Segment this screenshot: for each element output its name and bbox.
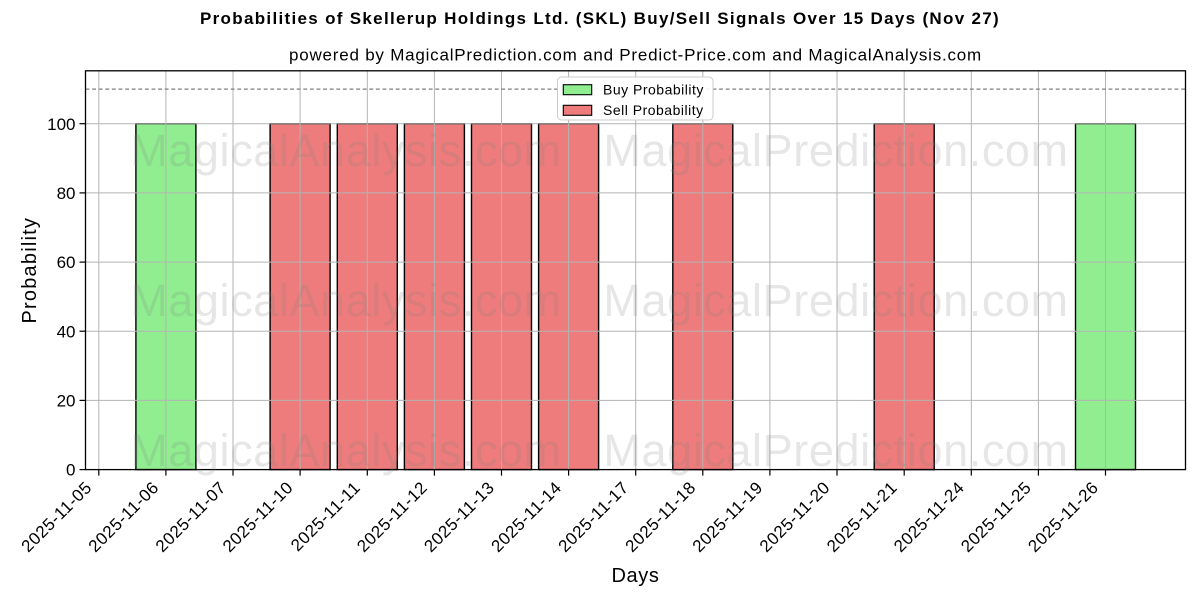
svg-text:Sell Probability: Sell Probability [603, 102, 704, 118]
svg-text:40: 40 [57, 322, 76, 341]
svg-text:MagicalAnalysis.com: MagicalAnalysis.com [130, 125, 562, 176]
svg-text:0: 0 [66, 461, 75, 480]
svg-text:Buy Probability: Buy Probability [603, 82, 704, 98]
svg-text:MagicalPrediction.com: MagicalPrediction.com [603, 425, 1068, 476]
svg-text:100: 100 [47, 115, 75, 134]
svg-text:MagicalPrediction.com: MagicalPrediction.com [603, 275, 1068, 326]
svg-text:80: 80 [57, 184, 76, 203]
svg-text:20: 20 [57, 392, 76, 411]
svg-text:Days: Days [612, 565, 660, 587]
svg-text:Probability: Probability [19, 217, 41, 324]
svg-text:MagicalAnalysis.com: MagicalAnalysis.com [130, 425, 562, 476]
svg-text:Probabilities of Skellerup Hol: Probabilities of Skellerup Holdings Ltd.… [200, 9, 1000, 28]
svg-text:MagicalPrediction.com: MagicalPrediction.com [603, 125, 1068, 176]
svg-text:powered by MagicalPrediction.c: powered by MagicalPrediction.com and Pre… [289, 46, 982, 65]
svg-text:MagicalAnalysis.com: MagicalAnalysis.com [130, 275, 562, 326]
svg-text:60: 60 [57, 253, 76, 272]
